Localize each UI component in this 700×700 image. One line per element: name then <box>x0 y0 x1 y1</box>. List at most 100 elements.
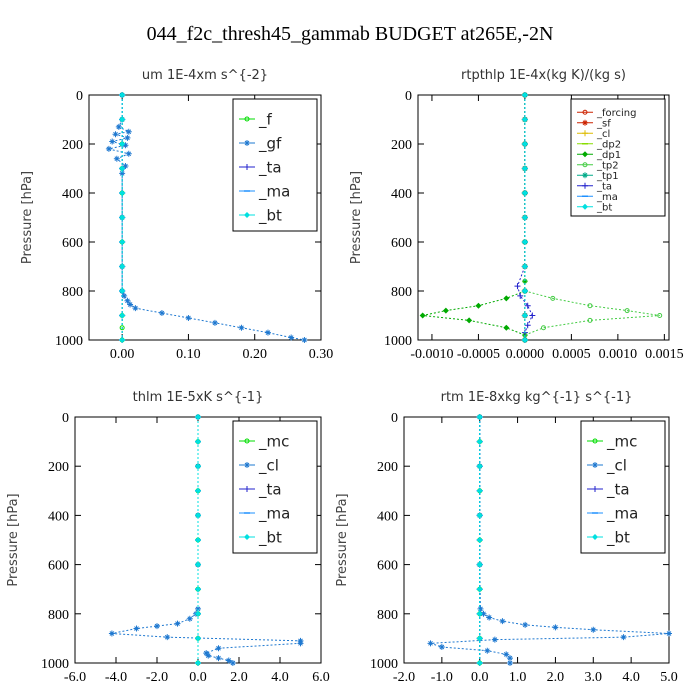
data-point <box>476 610 483 617</box>
legend-label: _ta <box>606 480 630 499</box>
data-point <box>476 438 483 445</box>
data-point <box>133 625 140 632</box>
data-point <box>491 636 498 643</box>
series-bt <box>195 414 201 666</box>
data-point <box>122 163 129 170</box>
data-point <box>132 305 139 312</box>
data-point <box>550 295 556 301</box>
y-tick-label: 0 <box>405 89 412 104</box>
legend-label: _ta <box>596 181 612 192</box>
legend-label: _mc <box>258 432 289 451</box>
data-point <box>486 614 493 621</box>
x-tick-label: 0.10 <box>176 347 201 362</box>
x-tick-label: -2.0 <box>393 670 415 685</box>
data-point <box>195 512 201 519</box>
legend-marker <box>244 486 250 492</box>
legend-label: _gf <box>258 134 282 153</box>
data-point <box>112 131 119 138</box>
x-tick-label: 0.0005 <box>552 347 591 362</box>
data-point <box>524 322 531 329</box>
legend-label: _ma <box>258 182 290 201</box>
data-point <box>125 150 132 157</box>
chart-panel-4: rtm 1E-8xkg kg^{-1} s^{-1} Pressure [hPa]… <box>335 390 678 685</box>
y-axis-label: Pressure [hPa] <box>6 493 21 586</box>
x-tick-label: -2.0 <box>146 670 168 685</box>
data-point <box>119 165 126 172</box>
panel-title: rtm 1E-8xkg kg^{-1} s^{-1} <box>441 390 633 405</box>
data-point <box>115 123 122 130</box>
x-tick-label: 0.20 <box>242 347 267 362</box>
data-point <box>590 626 597 633</box>
legend-label: _forcing <box>596 108 637 119</box>
data-point <box>195 414 201 420</box>
data-point <box>205 652 212 659</box>
y-tick-label: 600 <box>62 236 83 251</box>
data-point <box>125 128 132 135</box>
data-point <box>238 324 245 331</box>
legend-marker <box>582 151 588 158</box>
data-point <box>195 605 201 612</box>
y-tick-label: 1000 <box>370 657 398 672</box>
data-point <box>476 635 483 642</box>
panel-title: um 1E-4xm s^{-2} <box>142 68 268 83</box>
data-point <box>477 605 484 612</box>
data-point <box>119 92 126 98</box>
data-point <box>195 463 201 470</box>
data-point <box>264 329 271 336</box>
data-point <box>122 142 129 149</box>
legend-marker <box>244 462 250 468</box>
data-point <box>484 647 491 654</box>
legend-label: _bt <box>258 206 282 225</box>
legend-label: _f <box>258 110 273 129</box>
data-point <box>113 155 120 162</box>
legend: _mc _cl _ta _ma _bt <box>580 420 666 554</box>
y-tick-label: 600 <box>48 559 69 574</box>
y-tick-label: 800 <box>377 608 398 623</box>
y-tick-label: 800 <box>62 285 83 300</box>
data-point <box>503 651 510 658</box>
x-tick-label: 0.00 <box>110 347 135 362</box>
x-tick-label: 2.0 <box>547 670 565 685</box>
data-point <box>514 283 521 290</box>
x-tick-label: 4.0 <box>271 670 289 685</box>
legend-marker <box>582 203 588 210</box>
x-tick-label: 4.0 <box>622 670 640 685</box>
data-point <box>541 325 546 331</box>
data-point <box>521 239 528 245</box>
data-point <box>475 302 482 309</box>
legend-marker <box>592 438 598 444</box>
data-point <box>154 623 160 630</box>
legend-label: _bt <box>606 528 630 547</box>
x-tick-label: 0.0000 <box>506 347 545 362</box>
data-point <box>195 561 201 568</box>
legend-marker <box>244 116 250 122</box>
data-point <box>552 624 559 631</box>
legend-label: _cl <box>258 456 279 475</box>
data-point <box>119 190 126 196</box>
data-point <box>480 610 487 617</box>
panel-title: thlm 1E-5xK s^{-1} <box>133 390 264 405</box>
data-point <box>215 655 222 662</box>
y-tick-label: 1000 <box>55 334 83 349</box>
series-bt <box>476 414 483 666</box>
data-point <box>119 116 126 123</box>
series-dp1 <box>419 92 528 343</box>
data-point <box>442 307 449 314</box>
data-point <box>185 314 192 321</box>
data-point <box>124 297 131 304</box>
data-point <box>503 295 510 302</box>
data-point <box>119 312 126 319</box>
y-tick-label: 200 <box>62 138 83 153</box>
y-tick-label: 1000 <box>384 334 412 349</box>
legend-label: _tp2 <box>596 160 619 171</box>
data-point <box>297 640 304 647</box>
legend-label: _dp2 <box>596 139 621 150</box>
x-tick-label: -1.0 <box>431 670 453 685</box>
data-point <box>476 512 483 519</box>
legend-marker <box>592 534 598 540</box>
y-tick-label: 200 <box>48 460 69 475</box>
data-point <box>195 487 201 494</box>
data-point <box>119 239 126 245</box>
chart-panel-2: rtpthlp 1E-4x(kg K)/(kg s) Pressure [hPa]… <box>349 68 684 362</box>
